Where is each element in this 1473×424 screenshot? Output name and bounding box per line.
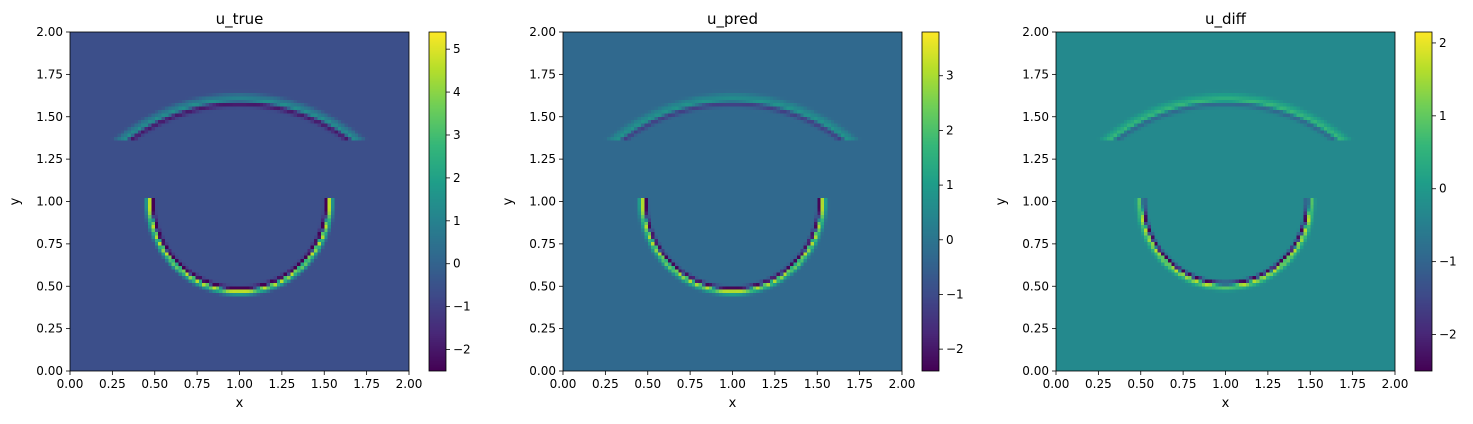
colorbar-tick-label: 0 [946,233,954,247]
y-tick-label: 0.50 [529,279,556,293]
colorbar-tick-label: 4 [453,85,461,99]
x-tick-label: 1.00 [226,377,253,391]
colorbar-frame [428,31,447,372]
x-tick-label: 1.50 [1297,377,1324,391]
chart-title: u_diff [1205,10,1247,29]
x-tick-label: 0.25 [99,377,126,391]
y-tick-label: 0.50 [36,279,63,293]
colorbar-tick-label: −1 [453,300,471,314]
y-tick-label: 0.75 [36,237,63,251]
colorbar-tick-label: −1 [1439,255,1457,269]
colorbar-gradient [429,32,446,371]
colorbar-tick-label: −2 [946,342,964,356]
x-tick-label: 0.75 [677,377,704,391]
y-tick-label: 0.75 [1022,237,1049,251]
x-tick-label: 1.50 [311,377,338,391]
heatmap-image [563,32,902,371]
colorbar-tick-label: 2 [453,171,461,185]
x-tick-label: 2.00 [1382,377,1409,391]
y-tick-label: 1.50 [529,110,556,124]
y-tick-label: 2.00 [1022,25,1049,39]
colorbar-tick-label: 3 [946,69,954,83]
y-tick-label: 1.50 [1022,110,1049,124]
y-tick-label: 1.00 [36,195,63,209]
x-axis-label: x [729,396,737,411]
colorbar-tick-label: 1 [1439,109,1447,123]
colorbar-tick-label: 0 [453,257,461,271]
y-tick-label: 1.25 [1022,152,1049,166]
y-axis-label: y [994,197,1009,205]
y-tick-label: 0.50 [1022,279,1049,293]
y-tick-label: 1.25 [529,152,556,166]
y-tick-label: 1.50 [36,110,63,124]
x-tick-label: 0.00 [1043,377,1070,391]
colorbar-tick-label: 2 [946,123,954,137]
x-tick-label: 1.50 [804,377,831,391]
colorbar-tick-label: 2 [1439,36,1447,50]
x-tick-label: 0.00 [550,377,577,391]
y-tick-label: 0.00 [529,364,556,378]
x-tick-label: 0.50 [141,377,168,391]
x-axis-label: x [236,396,244,411]
y-axis-label: y [501,197,516,205]
x-tick-label: 2.00 [889,377,916,391]
y-tick-label: 0.00 [36,364,63,378]
x-tick-label: 0.25 [592,377,619,391]
x-tick-label: 0.75 [184,377,211,391]
y-tick-label: 0.25 [529,322,556,336]
heatmap-image [1056,32,1395,371]
y-tick-label: 1.00 [1022,195,1049,209]
colorbar-frame [1414,31,1433,372]
y-tick-label: 1.75 [1022,67,1049,81]
x-tick-label: 1.00 [1212,377,1239,391]
x-tick-label: 1.25 [1255,377,1282,391]
x-tick-label: 1.75 [846,377,873,391]
y-tick-label: 2.00 [36,25,63,39]
y-tick-label: 2.00 [529,25,556,39]
x-tick-label: 2.00 [396,377,423,391]
y-tick-label: 1.25 [36,152,63,166]
x-tick-label: 1.25 [762,377,789,391]
colorbar-tick-label: 3 [453,128,461,142]
y-tick-label: 0.25 [36,322,63,336]
x-tick-label: 0.75 [1170,377,1197,391]
x-axis-label: x [1222,396,1230,411]
colorbar-tick-label: −1 [946,287,964,301]
x-tick-label: 1.25 [269,377,296,391]
y-tick-label: 1.75 [36,67,63,81]
colorbar-tick-label: −2 [1439,328,1457,342]
y-axis-label: y [8,197,23,205]
y-tick-label: 0.00 [1022,364,1049,378]
x-tick-label: 0.50 [1127,377,1154,391]
x-tick-label: 0.50 [634,377,661,391]
x-tick-label: 0.25 [1085,377,1112,391]
colorbar-tick-label: 1 [453,214,461,228]
colorbar-tick-label: 0 [1439,182,1447,196]
x-tick-label: 1.75 [1339,377,1366,391]
y-tick-label: 0.25 [1022,322,1049,336]
heatmap-image [70,32,409,371]
x-tick-label: 0.00 [57,377,84,391]
chart-title: u_true [216,10,264,29]
colorbar-tick-label: 1 [946,178,954,192]
colorbar-gradient [1415,32,1432,371]
colorbar-gradient [922,32,939,371]
x-tick-label: 1.75 [353,377,380,391]
y-tick-label: 1.75 [529,67,556,81]
colorbar-frame [921,31,940,372]
colorbar-tick-label: −2 [453,343,471,357]
y-tick-label: 0.75 [529,237,556,251]
x-tick-label: 1.00 [719,377,746,391]
colorbar-tick-label: 5 [453,42,461,56]
chart-title: u_pred [707,10,758,29]
y-tick-label: 1.00 [529,195,556,209]
